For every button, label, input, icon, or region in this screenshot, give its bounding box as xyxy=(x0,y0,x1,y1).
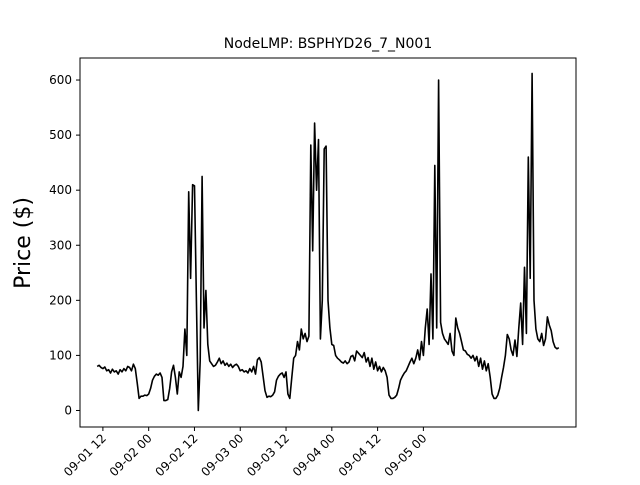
y-axis-label: Price ($) xyxy=(11,197,36,289)
y-tick-label: 100 xyxy=(49,348,72,362)
y-tick-label: 400 xyxy=(49,183,72,197)
y-tick-label: 0 xyxy=(64,403,72,417)
y-axis: 0 100 200 300 400 500 600 xyxy=(49,73,80,417)
axes-frame xyxy=(79,57,577,428)
price-series-line xyxy=(96,72,560,412)
y-tick-label: 200 xyxy=(49,293,72,307)
y-tick-label: 300 xyxy=(49,238,72,252)
y-tick-label: 500 xyxy=(49,128,72,142)
chart-title: NodeLMP: BSPHYD26_7_N001 xyxy=(224,36,433,52)
plot-area xyxy=(96,72,560,412)
y-tick-label: 600 xyxy=(49,73,72,87)
